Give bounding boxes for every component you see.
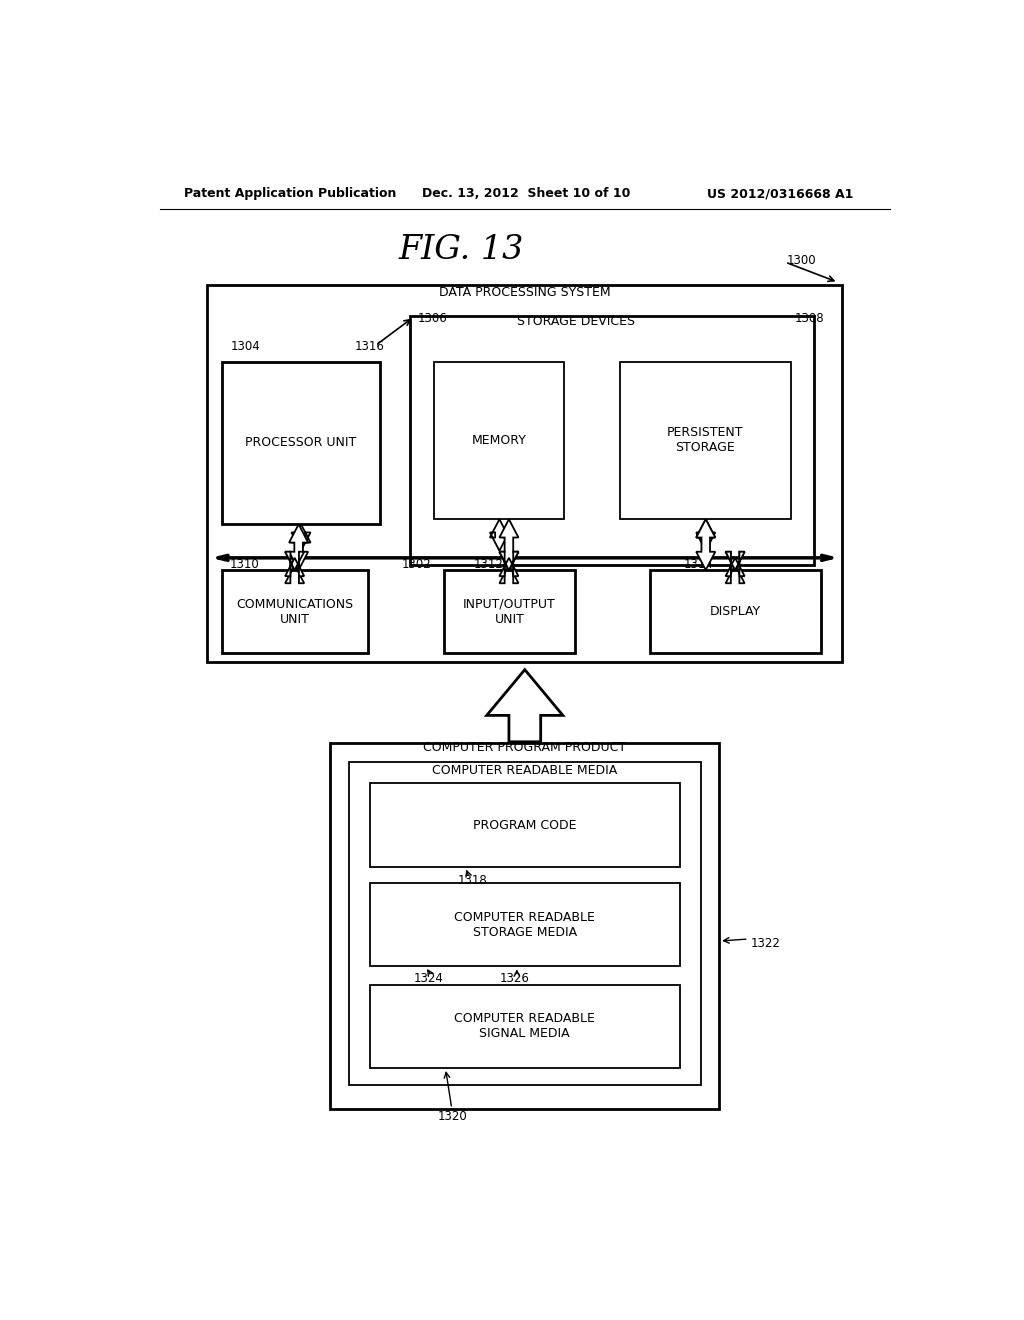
Polygon shape [696,519,715,550]
Bar [443,570,574,653]
Bar [433,362,564,519]
Polygon shape [500,519,518,570]
Text: 1300: 1300 [786,253,816,267]
Text: 1314: 1314 [684,558,714,572]
Text: COMPUTER READABLE
SIGNAL MEDIA: COMPUTER READABLE SIGNAL MEDIA [455,1012,595,1040]
Text: COMPUTER READABLE
STORAGE MEDIA: COMPUTER READABLE STORAGE MEDIA [455,911,595,939]
Bar [370,784,680,867]
Text: 1322: 1322 [751,937,781,949]
Bar [650,570,821,653]
Text: COMPUTER PROGRAM PRODUCT: COMPUTER PROGRAM PRODUCT [423,742,627,755]
Text: COMPUTER READABLE MEDIA: COMPUTER READABLE MEDIA [432,764,617,776]
Polygon shape [726,552,744,576]
Polygon shape [285,552,304,583]
Bar [221,570,369,653]
Text: PROCESSOR UNIT: PROCESSOR UNIT [246,437,356,450]
Text: 1326: 1326 [500,972,529,985]
Bar [221,362,380,524]
Text: 1318: 1318 [458,874,487,887]
Polygon shape [289,524,308,570]
Text: DISPLAY: DISPLAY [710,605,761,618]
Text: STORAGE DEVICES: STORAGE DEVICES [517,314,635,327]
Polygon shape [489,519,509,550]
Text: 1312: 1312 [473,558,503,572]
Bar [331,743,719,1109]
Text: 1316: 1316 [354,341,384,352]
Bar [207,285,843,661]
Text: 1308: 1308 [795,313,824,326]
Text: 1320: 1320 [437,1110,467,1123]
Text: 1324: 1324 [414,972,443,985]
Text: US 2012/0316668 A1: US 2012/0316668 A1 [708,187,854,201]
Text: DATA PROCESSING SYSTEM: DATA PROCESSING SYSTEM [439,286,610,300]
Polygon shape [726,552,744,583]
Polygon shape [500,552,518,583]
Text: FIG. 13: FIG. 13 [398,234,524,265]
Bar [620,362,791,519]
Text: PERSISTENT
STORAGE: PERSISTENT STORAGE [667,426,743,454]
Text: COMMUNICATIONS
UNIT: COMMUNICATIONS UNIT [237,598,353,626]
Bar [370,985,680,1068]
Text: Dec. 13, 2012  Sheet 10 of 10: Dec. 13, 2012 Sheet 10 of 10 [422,187,630,201]
Text: 1304: 1304 [231,341,261,352]
Text: PROGRAM CODE: PROGRAM CODE [473,818,577,832]
Text: 1302: 1302 [401,558,431,572]
Polygon shape [500,552,518,576]
Bar [370,883,680,966]
Bar [348,762,701,1085]
Polygon shape [285,552,304,576]
Text: Patent Application Publication: Patent Application Publication [183,187,396,201]
Polygon shape [696,519,715,570]
Polygon shape [486,669,563,742]
Text: INPUT/OUTPUT
UNIT: INPUT/OUTPUT UNIT [463,598,556,626]
Text: MEMORY: MEMORY [472,434,526,447]
Bar [410,315,814,565]
Polygon shape [292,524,310,550]
Text: 1310: 1310 [229,558,259,572]
Text: 1306: 1306 [418,313,447,326]
